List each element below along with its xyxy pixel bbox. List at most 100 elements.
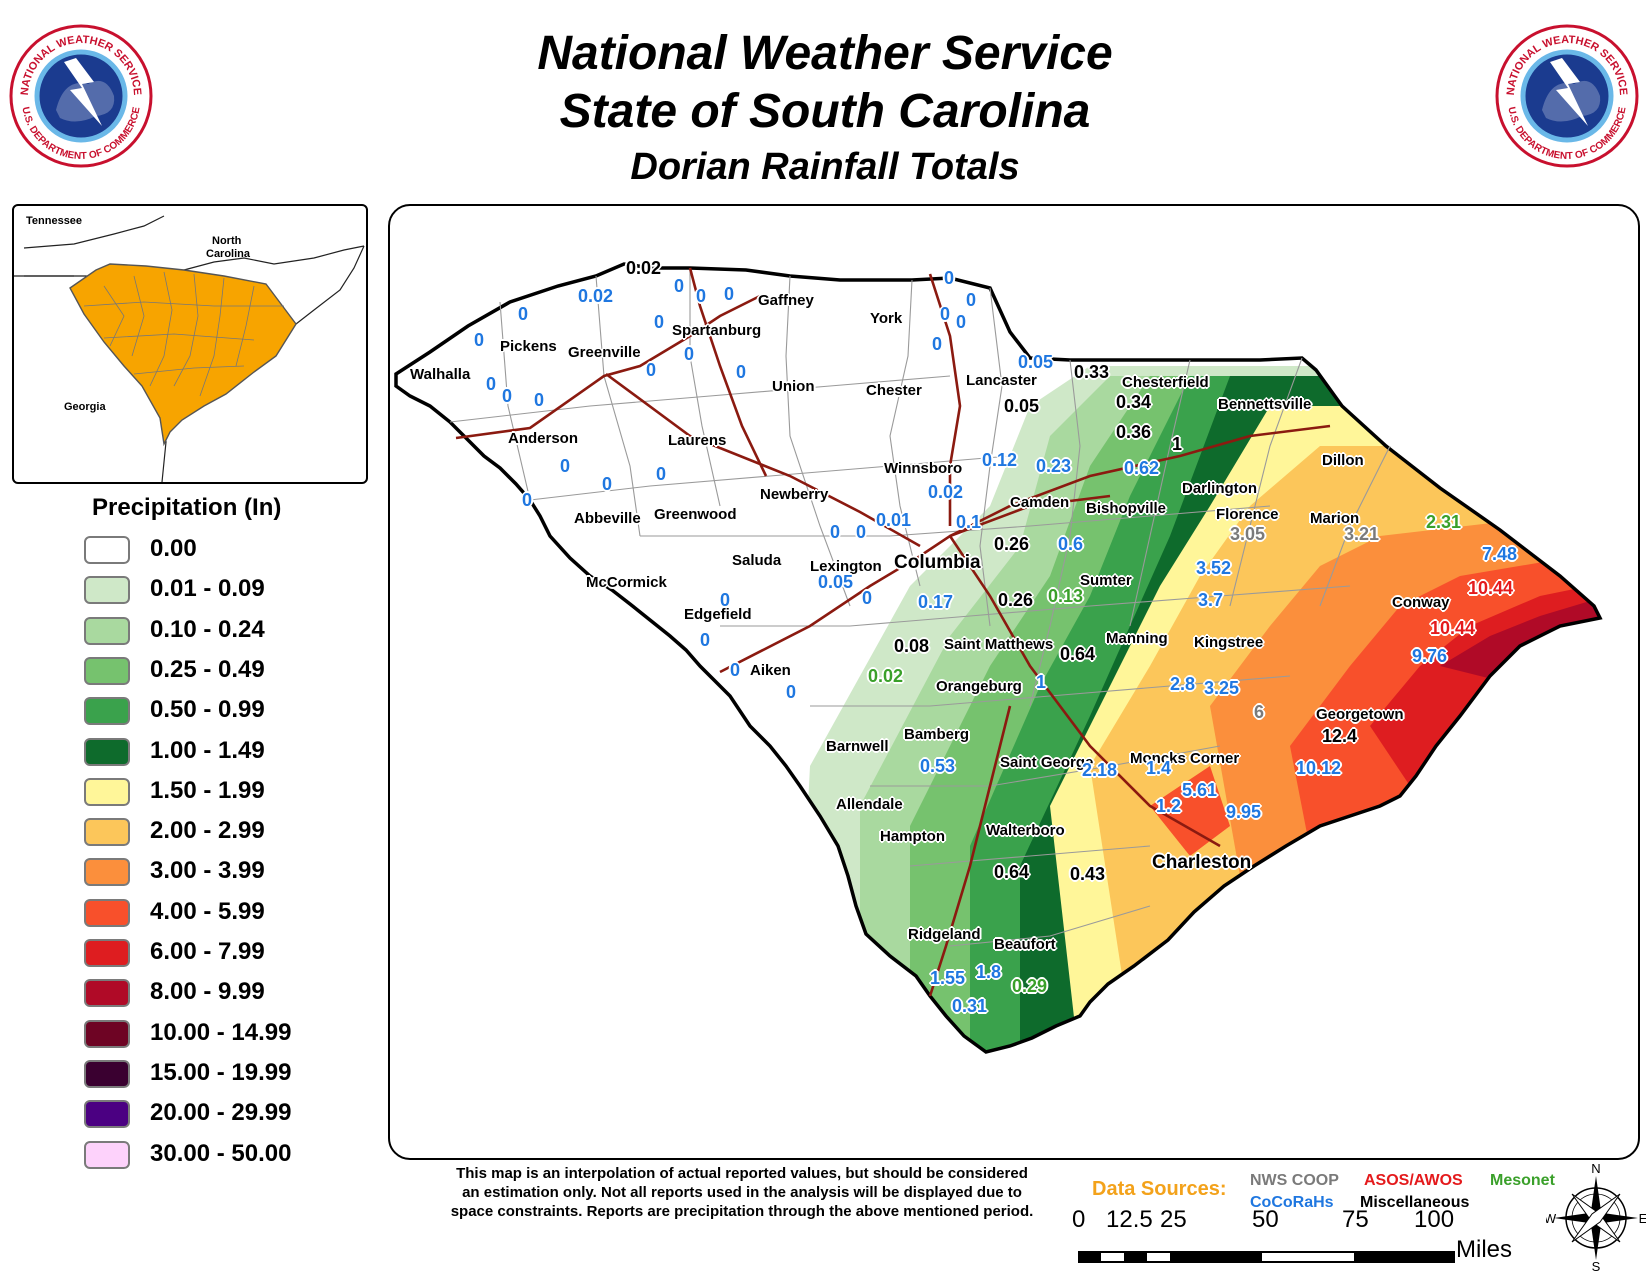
rainfall-observation: 1 [1036, 672, 1047, 692]
rainfall-observation: 0.02 [578, 286, 614, 306]
rainfall-observation: 0.05 [1018, 352, 1054, 372]
city-label: Barnwell [826, 738, 889, 755]
legend-swatch [84, 858, 130, 887]
legend-label: 2.00 - 2.99 [150, 817, 265, 845]
compass-e: E [1639, 1211, 1646, 1226]
rainfall-observation: 3.21 [1344, 524, 1380, 544]
legend-swatch [84, 656, 130, 685]
city-label: Kingstree [1194, 634, 1264, 651]
nws-logo-right: NATIONAL WEATHER SERVICE U.S. DEPARTMENT… [1495, 24, 1639, 168]
compass-w: W [1546, 1211, 1557, 1226]
city-label: Darlington [1182, 480, 1257, 497]
interstate-highways [455, 267, 1331, 997]
legend-label: 8.00 - 9.99 [150, 978, 265, 1006]
rainfall-observation: 0 [956, 312, 967, 332]
data-source-miscellaneous: Miscellaneous [1360, 1194, 1470, 1211]
legend-label: 0.00 [150, 535, 197, 562]
city-label: Spartanburg [672, 322, 762, 339]
rainfall-observation: 2.18 [1082, 760, 1118, 780]
state-boundary [394, 262, 1603, 1054]
rainfall-observation: 0.05 [818, 572, 854, 592]
rainfall-observation: 3.7 [1198, 590, 1224, 610]
rainfall-observation: 10.44 [1430, 618, 1476, 638]
legend-swatch [84, 1140, 130, 1169]
rainfall-observation: 0.02 [626, 258, 662, 278]
rainfall-observation: 9.95 [1226, 802, 1262, 822]
rainfall-observation: 0.02 [868, 666, 904, 686]
city-label: Walhalla [410, 366, 471, 383]
city-label: Anderson [508, 430, 579, 447]
rainfall-observation: 0 [474, 330, 485, 350]
rainfall-observation: 0 [654, 312, 665, 332]
rainfall-observation: 12.4 [1322, 726, 1358, 746]
legend-label: 1.50 - 1.99 [150, 776, 265, 804]
rainfall-observation: 0.01 [876, 510, 912, 530]
rainfall-observation: 0 [700, 630, 711, 650]
scale-bar-graphic [1078, 1251, 1455, 1263]
city-label: Walterboro [986, 822, 1065, 839]
rainfall-observation: 0.43 [1070, 864, 1106, 884]
rainfall-observation: 7.48 [1482, 544, 1518, 564]
city-label: Georgetown [1316, 706, 1404, 723]
rainfall-observation: 0 [932, 334, 943, 354]
legend-swatch [84, 737, 130, 766]
legend-swatch [84, 979, 130, 1008]
legend-swatch [84, 777, 130, 806]
rainfall-observation: 0 [720, 590, 731, 610]
disclaimer-line: space constraints. Reports are precipita… [450, 1203, 1034, 1220]
rainfall-observation: 10.12 [1296, 758, 1342, 778]
city-label: Gaffney [758, 292, 814, 309]
legend-item: 8.00 - 9.99 [80, 977, 380, 1013]
rainfall-observation: 1.8 [976, 962, 1002, 982]
rainfall-observation: 0.05 [1004, 396, 1040, 416]
rainfall-observation: 0.34 [1116, 392, 1152, 412]
city-label: Chesterfield [1122, 374, 1209, 391]
data-source-mesonet: Mesonet [1490, 1172, 1555, 1189]
rainfall-observation: 0.12 [982, 450, 1018, 470]
rainfall-observation: 9.76 [1412, 646, 1448, 666]
rainfall-observation: 2.31 [1426, 512, 1462, 532]
rainfall-observation: 0 [646, 360, 657, 380]
city-label: Pickens [500, 338, 557, 355]
data-source-nws-coop: NWS COOP [1250, 1172, 1339, 1189]
rainfall-observation: 0.62 [1124, 458, 1160, 478]
city-label: Bennettsville [1218, 396, 1312, 413]
legend-item: 30.00 - 50.00 [80, 1139, 380, 1175]
city-label: Chester [866, 382, 922, 399]
city-label: Greenville [568, 344, 641, 361]
city-label: Beaufort [994, 936, 1056, 953]
rainfall-observation: 0.26 [998, 590, 1034, 610]
rainfall-observation: 0 [486, 374, 497, 394]
city-label: Sumter [1080, 572, 1132, 589]
data-source-asos: ASOS/AWOS [1364, 1172, 1463, 1189]
city-label: Charleston [1152, 852, 1252, 873]
rainfall-observation: 0.33 [1074, 362, 1110, 382]
city-label: Ridgeland [908, 926, 981, 943]
rainfall-observation: 0.36 [1116, 422, 1152, 442]
legend-item: 15.00 - 19.99 [80, 1058, 380, 1094]
disclaimer-line: This map is an interpolation of actual r… [456, 1165, 1028, 1182]
legend-item: 1.00 - 1.49 [80, 736, 380, 772]
legend-label: 20.00 - 29.99 [150, 1099, 292, 1127]
legend-item: 2.00 - 2.99 [80, 816, 380, 852]
legend-title: Precipitation (In) [92, 494, 282, 521]
south-carolina-map [394, 262, 1603, 1054]
city-label: Bishopville [1086, 500, 1167, 517]
legend-swatch [84, 1100, 130, 1129]
city-label: Orangeburg [936, 678, 1022, 695]
rainfall-observation: 1 [1172, 434, 1183, 454]
city-label: Florence [1216, 506, 1279, 523]
rainfall-observation: 2.8 [1170, 674, 1196, 694]
rainfall-observation: 0 [736, 362, 747, 382]
county-lines [449, 268, 1391, 947]
rainfall-observation: 0 [830, 522, 841, 542]
city-label: Saint George [1000, 754, 1094, 771]
city-label: Camden [1010, 494, 1070, 511]
legend-swatch [84, 898, 130, 927]
rainfall-observation: 0 [518, 304, 529, 324]
rainfall-observation: 0.02 [928, 482, 964, 502]
inset-label-north-carolina: North Carolina [206, 235, 251, 260]
city-label: Columbia [894, 552, 981, 573]
rainfall-observation: 0 [696, 286, 707, 306]
scale-unit: Miles [1456, 1236, 1513, 1263]
